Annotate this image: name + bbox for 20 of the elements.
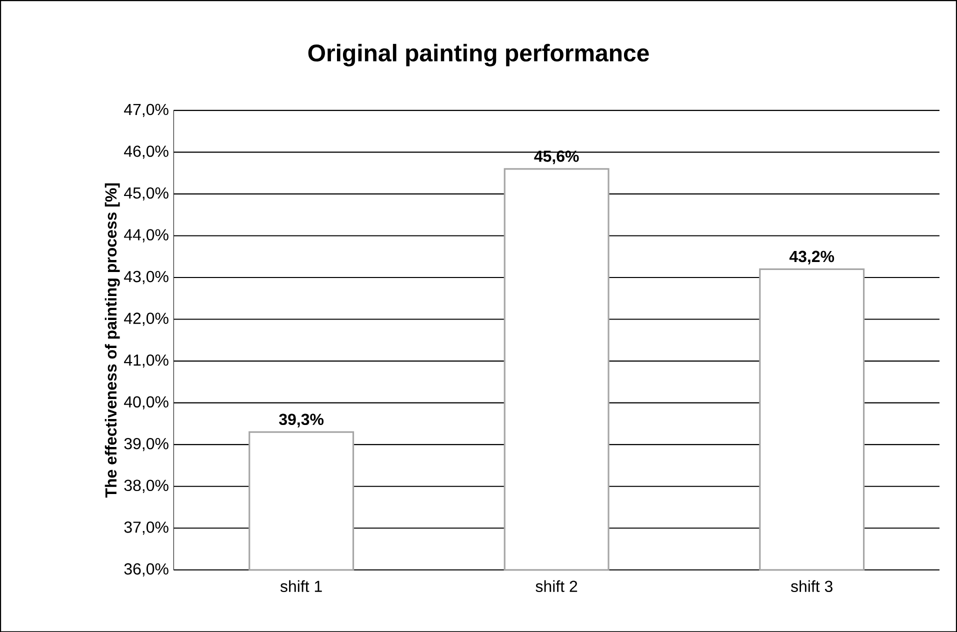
x-tick-label: shift 3 (790, 580, 832, 592)
y-tick-label: 40,0% (124, 396, 168, 410)
y-tick-label: 46,0% (124, 145, 168, 159)
y-tick-label: 36,0% (124, 563, 168, 576)
y-tick-label: 39,0% (124, 438, 168, 452)
y-tick-label: 44,0% (124, 228, 168, 242)
y-axis-title: The effectiveness of painting process [%] (104, 183, 120, 498)
y-tick-label: 41,0% (124, 354, 168, 368)
x-tick-label: shift 1 (280, 580, 322, 592)
y-tick-label: 42,0% (124, 312, 168, 326)
data-label: 39,3% (279, 414, 324, 428)
y-tick-label: 38,0% (124, 480, 168, 493)
y-tick-label: 43,0% (124, 270, 168, 284)
y-tick-label: 47,0% (124, 104, 168, 117)
y-tick-label: 45,0% (124, 187, 168, 200)
chart-title: Original painting performance (308, 44, 649, 66)
x-tick-label: shift 2 (536, 580, 578, 592)
data-label: 45,6% (534, 150, 579, 164)
y-tick-label: 37,0% (124, 521, 168, 535)
data-label: 43,2% (789, 250, 834, 264)
